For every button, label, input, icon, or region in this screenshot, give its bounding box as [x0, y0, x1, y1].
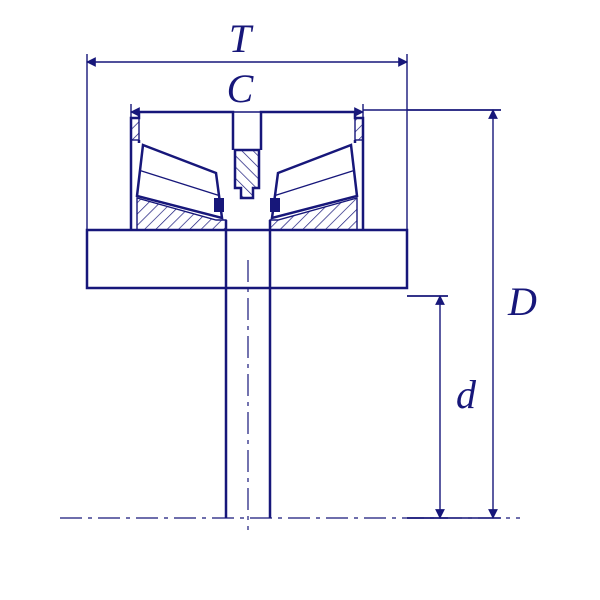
label-d: d: [456, 372, 477, 417]
label-T: T: [229, 16, 254, 61]
bearing-geometry: [60, 112, 520, 530]
bearing-cross-section: TC Dd: [0, 0, 600, 600]
dimension-lines: [87, 54, 501, 518]
label-C: C: [227, 66, 255, 111]
label-D: D: [507, 279, 537, 324]
